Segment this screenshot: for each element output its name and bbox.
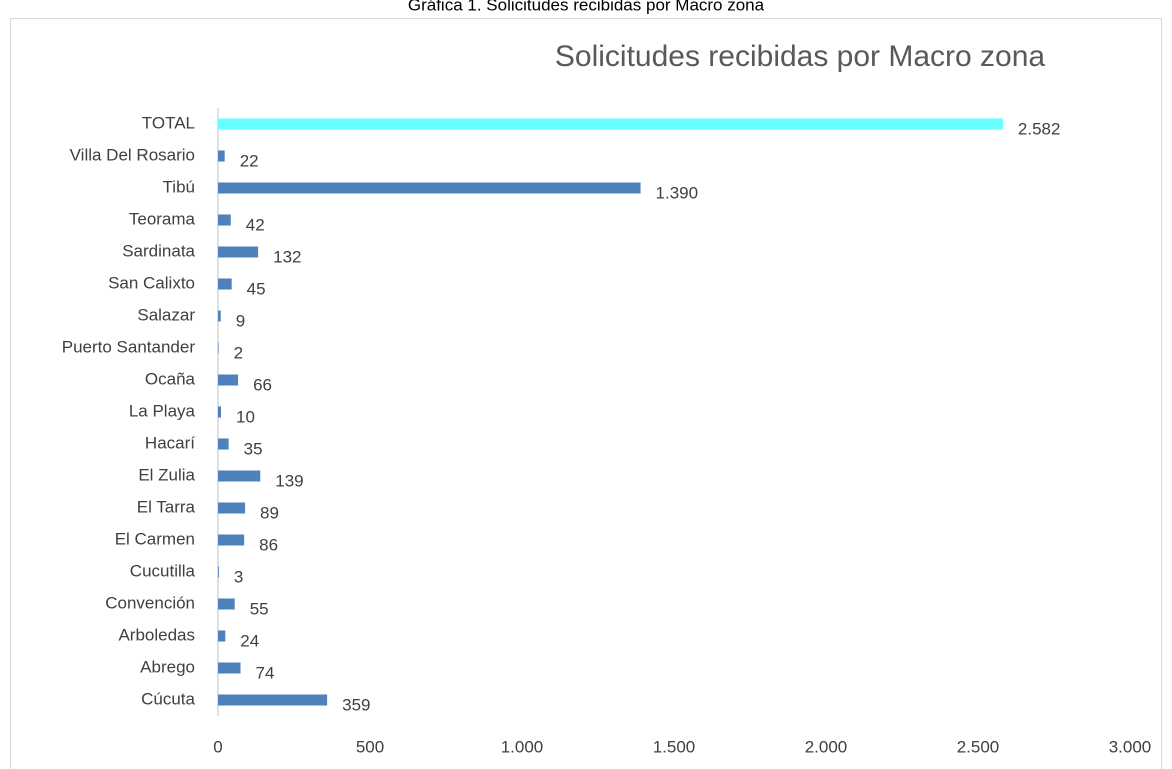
value-label: 1.390 [656,183,699,202]
value-label: 2.582 [1018,119,1061,138]
bar [218,310,221,322]
bar [218,118,1003,130]
value-label: 9 [236,311,245,330]
x-tick-label: 1.500 [653,737,696,756]
chart-title: Solicitudes recibidas por Macro zona [555,40,1046,73]
y-tick-label: Abrego [140,657,195,676]
y-tick-label: Arboledas [118,625,195,644]
bar [218,694,328,706]
x-tick-label: 2.500 [957,737,1000,756]
value-label: 66 [253,375,272,394]
bar [218,150,225,162]
bar [218,502,246,514]
y-tick-label: La Playa [129,401,196,420]
y-tick-label: Villa Del Rosario [70,145,195,164]
bar [218,534,245,546]
y-tick-label: Ocaña [145,369,196,388]
value-label: 45 [247,279,266,298]
bar [218,470,261,482]
x-tick-label: 3.000 [1109,737,1152,756]
value-label: 359 [342,695,370,714]
bar [218,246,259,258]
value-label: 2 [234,343,243,362]
bar [218,438,229,450]
value-label: 89 [260,503,279,522]
y-tick-label: Sardinata [122,241,195,260]
value-label: 10 [236,407,255,426]
chart-frame [10,18,1162,769]
y-tick-label: Puerto Santander [62,337,196,356]
x-tick-label: 2.000 [805,737,848,756]
y-tick-label: TOTAL [142,113,195,132]
bar [218,598,235,610]
x-tick-label: 1.000 [501,737,544,756]
value-label: 86 [259,535,278,554]
x-tick-label: 0 [213,737,222,756]
bar [218,662,241,674]
bar [218,278,232,290]
y-tick-label: Teorama [129,209,196,228]
bar [218,406,222,418]
bar [218,566,219,578]
y-tick-label: Salazar [137,305,195,324]
value-label: 139 [275,471,303,490]
bar [218,214,231,226]
y-tick-label: El Zulia [138,465,195,484]
value-label: 42 [246,215,265,234]
y-tick-label: Cúcuta [141,689,195,708]
value-label: 35 [244,439,263,458]
y-tick-label: El Tarra [137,497,196,516]
y-tick-label: San Calixto [108,273,195,292]
bar [218,342,219,354]
y-tick-label: Hacarí [145,433,195,452]
value-label: 24 [240,631,259,650]
bar [218,374,239,386]
x-tick-label: 500 [356,737,384,756]
value-label: 22 [240,151,259,170]
y-tick-label: El Carmen [115,529,195,548]
bar [218,182,641,194]
y-tick-label: Convención [105,593,195,612]
value-label: 132 [273,247,301,266]
y-tick-label: Cucutilla [130,561,196,580]
y-tick-label: Tibú [163,177,195,196]
value-label: 3 [234,567,243,586]
value-label: 55 [250,599,269,618]
caption: Gráfica 1. Solicitudes recibidas por Mac… [408,0,765,14]
bar [218,630,226,642]
value-label: 74 [255,663,274,682]
